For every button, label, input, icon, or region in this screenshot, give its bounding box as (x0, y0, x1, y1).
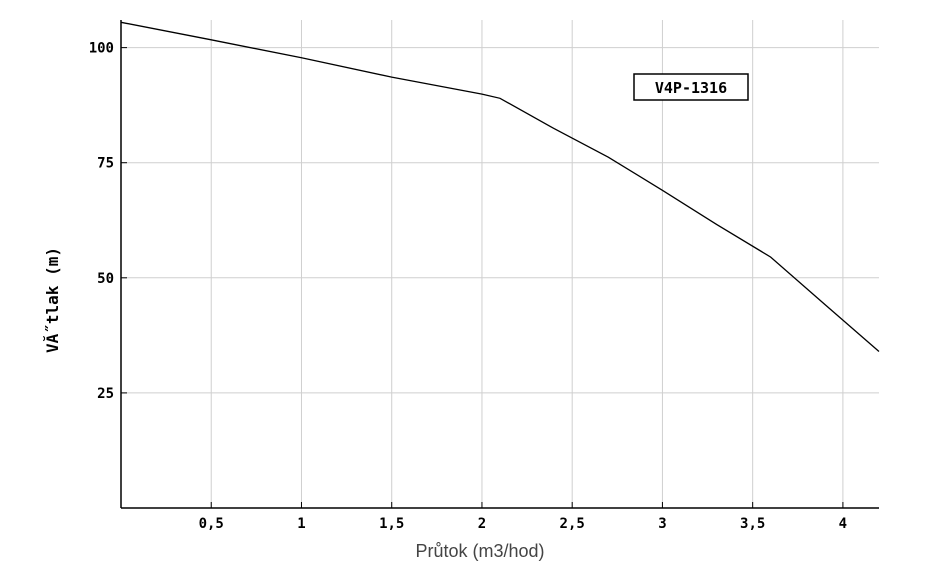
x-tick-labels: 0,5 1 1,5 2 2,5 3 3,5 4 (199, 516, 848, 532)
x-tick-label: 2 (478, 516, 486, 532)
y-tick-label: 25 (97, 386, 114, 402)
legend-box (633, 73, 749, 101)
x-tick-label: 4 (839, 516, 847, 532)
legend-label: V4P-1316 (655, 79, 727, 97)
x-tick-label: 2,5 (560, 516, 585, 532)
axes (120, 20, 879, 509)
x-tick-label: 3 (658, 516, 666, 532)
series-lines (120, 21, 880, 352)
legend: V4P-1316 (633, 73, 749, 101)
x-axis-label: Průtok (m3/hod) (415, 541, 544, 561)
y-tick-label: 75 (97, 156, 114, 172)
x-tick-label: 0,5 (199, 516, 224, 532)
x-tick-label: 1 (297, 516, 305, 532)
y-tick-labels: 25 50 75 100 (89, 41, 114, 402)
y-tick-label: 100 (89, 41, 114, 57)
grid (121, 20, 879, 508)
y-tick-label: 50 (97, 271, 114, 287)
x-tick-label: 3,5 (740, 516, 765, 532)
y-axis-label: VĂ˝tlak (m) (43, 247, 62, 353)
series-line (120, 21, 880, 352)
x-tick-label: 1,5 (379, 516, 404, 532)
